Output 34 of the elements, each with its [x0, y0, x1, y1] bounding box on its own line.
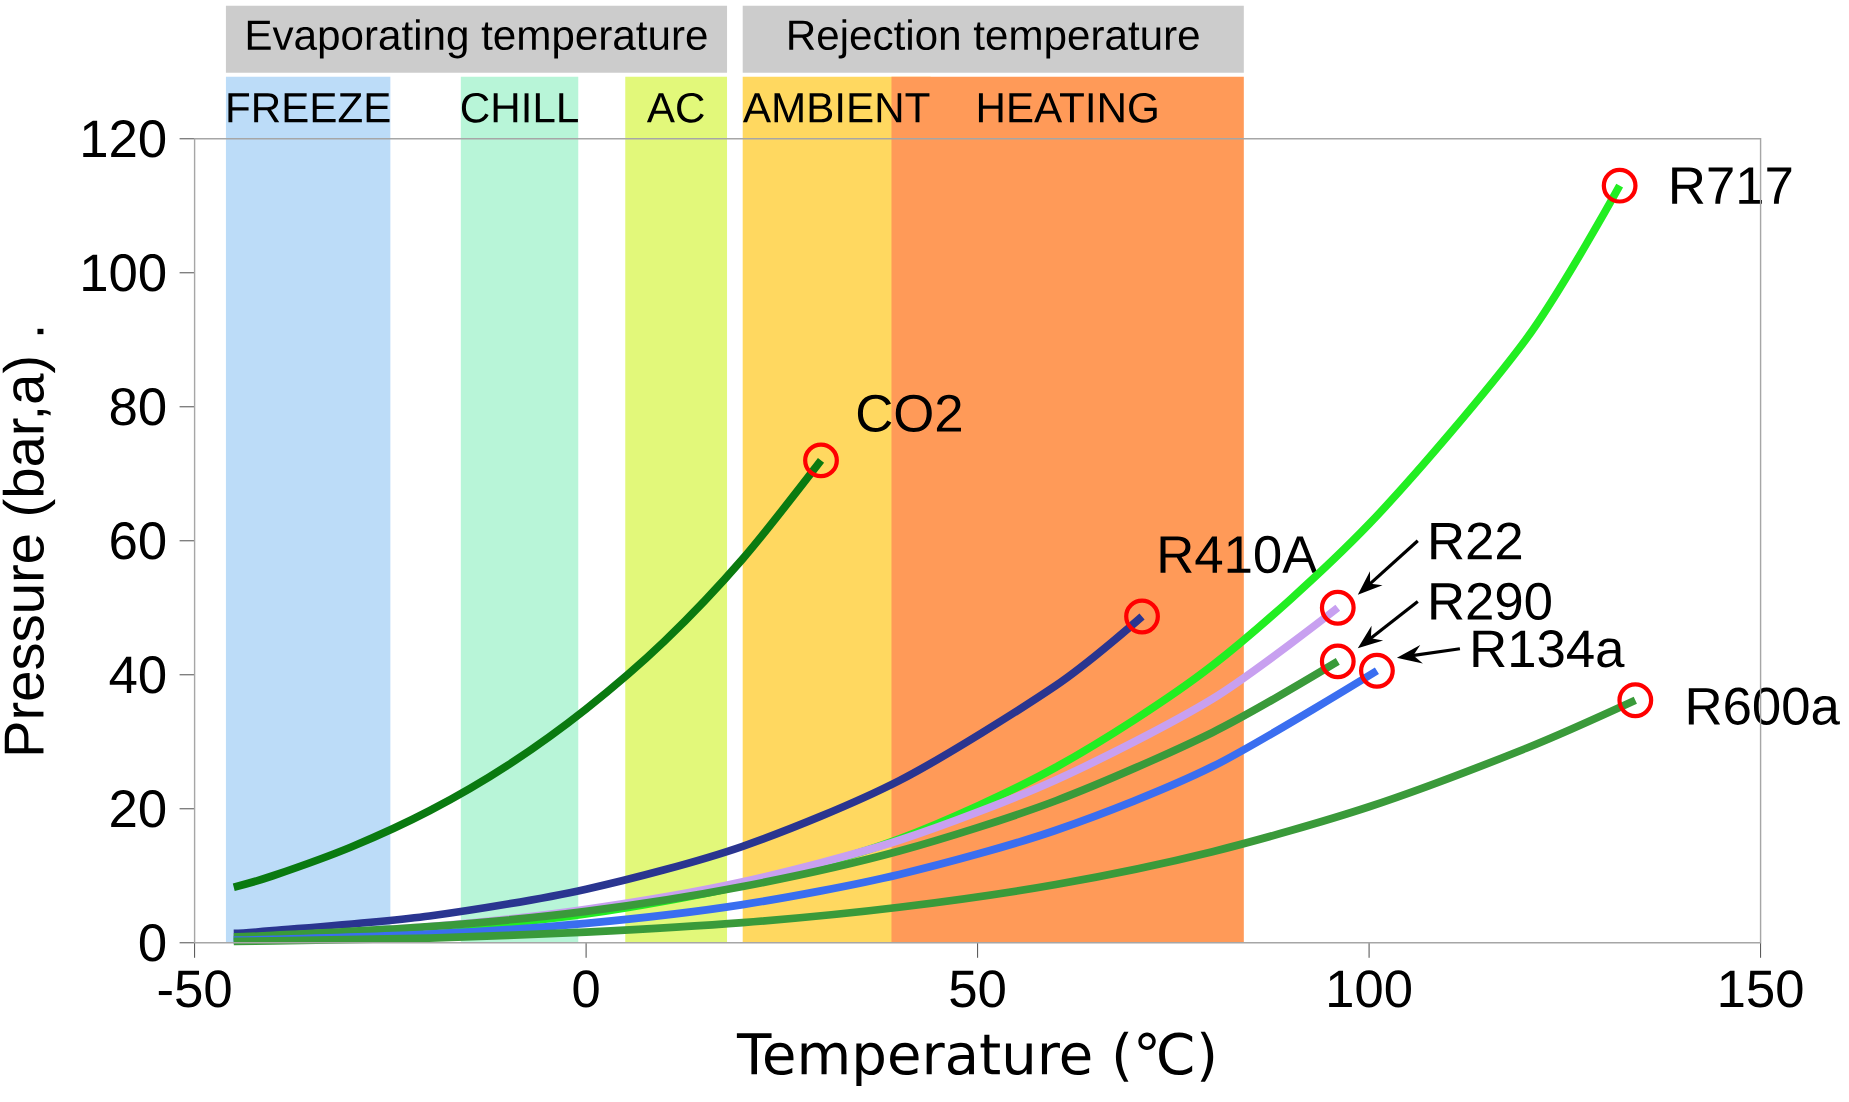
series-label: R134a — [1473, 630, 1625, 668]
x-tick-label: -50 — [158, 970, 231, 1008]
series-label: R290 — [1431, 582, 1551, 621]
band-label: AMBIENT — [742, 93, 930, 123]
y-tick-label: 80 — [110, 388, 166, 426]
y-tick-label: 40 — [109, 656, 166, 694]
x-tick-label: 50 — [950, 970, 1005, 1008]
point — [1319, 643, 1356, 680]
series-label: R600a — [1688, 687, 1840, 725]
point — [1124, 598, 1160, 635]
y-tick-label: 120 — [83, 120, 166, 158]
y-axis-title: Pressure (bar,a) . — [2, 328, 56, 754]
x-tick-label: 0 — [573, 970, 599, 1008]
text: Evaporating temperature — [247, 19, 707, 59]
point — [1617, 682, 1654, 719]
x-tick-label: 150 — [1720, 970, 1803, 1008]
band-label: HEATING — [978, 92, 1157, 123]
text: Rejection temperature — [789, 19, 1199, 59]
band-label: AC — [646, 92, 704, 123]
point — [1319, 589, 1356, 626]
y-tick-label: 100 — [83, 254, 166, 292]
y-tick-label: 60 — [111, 522, 166, 560]
point — [1601, 167, 1638, 204]
y-tick-label: 20 — [111, 790, 166, 828]
series-label: CO2 — [857, 394, 961, 433]
band-label: FREEZE — [228, 93, 390, 123]
band-label: CHILL — [461, 92, 578, 123]
point — [1359, 652, 1395, 689]
series-label: R717 — [1672, 167, 1792, 204]
x-axis-title: Temperature (℃) — [736, 1031, 1214, 1087]
point — [803, 442, 839, 479]
x-tick-label: 100 — [1329, 970, 1411, 1008]
series-label: R22 — [1431, 522, 1522, 560]
y-tick-label: 0 — [139, 924, 166, 962]
